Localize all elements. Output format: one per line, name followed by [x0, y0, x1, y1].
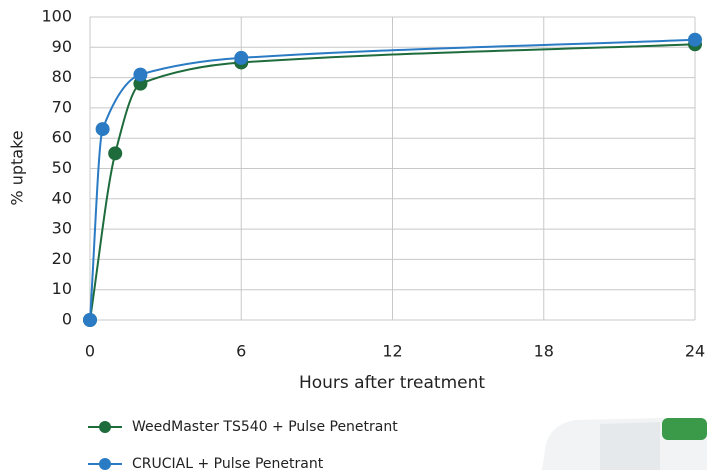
data-point [234, 50, 249, 65]
y-tick-label: 50 [52, 158, 72, 177]
container-image [542, 418, 707, 470]
y-tick-label: 60 [52, 128, 72, 147]
x-tick-label: 12 [382, 342, 402, 361]
data-point [83, 313, 97, 327]
y-tick-label: 90 [52, 37, 72, 56]
x-tick-label: 18 [534, 342, 554, 361]
legend-marker [99, 458, 111, 470]
data-point [688, 32, 702, 47]
y-tick-label: 70 [52, 97, 72, 116]
y-tick-label: 40 [52, 188, 72, 207]
y-axis-label: % uptake [8, 130, 27, 205]
x-tick-label: 24 [685, 342, 705, 361]
y-tick-label: 80 [52, 67, 72, 86]
data-point [108, 146, 123, 161]
data-point [133, 67, 148, 82]
legend-label: WeedMaster TS540 + Pulse Penetrant [132, 419, 398, 435]
container-cap [662, 418, 707, 440]
legend-marker [99, 421, 111, 433]
y-tick-label: 100 [41, 7, 72, 26]
y-tick-label: 10 [52, 279, 72, 298]
x-tick-label: 0 [85, 342, 95, 361]
legend-label: CRUCIAL + Pulse Penetrant [132, 456, 324, 470]
y-tick-label: 30 [52, 219, 72, 238]
x-axis-label: Hours after treatment [299, 373, 485, 393]
y-tick-label: 0 [62, 310, 72, 329]
data-point [95, 122, 110, 137]
series-line [89, 38, 696, 321]
x-tick-label: 6 [236, 342, 246, 361]
y-tick-label: 20 [52, 249, 72, 268]
series-line [89, 43, 696, 321]
